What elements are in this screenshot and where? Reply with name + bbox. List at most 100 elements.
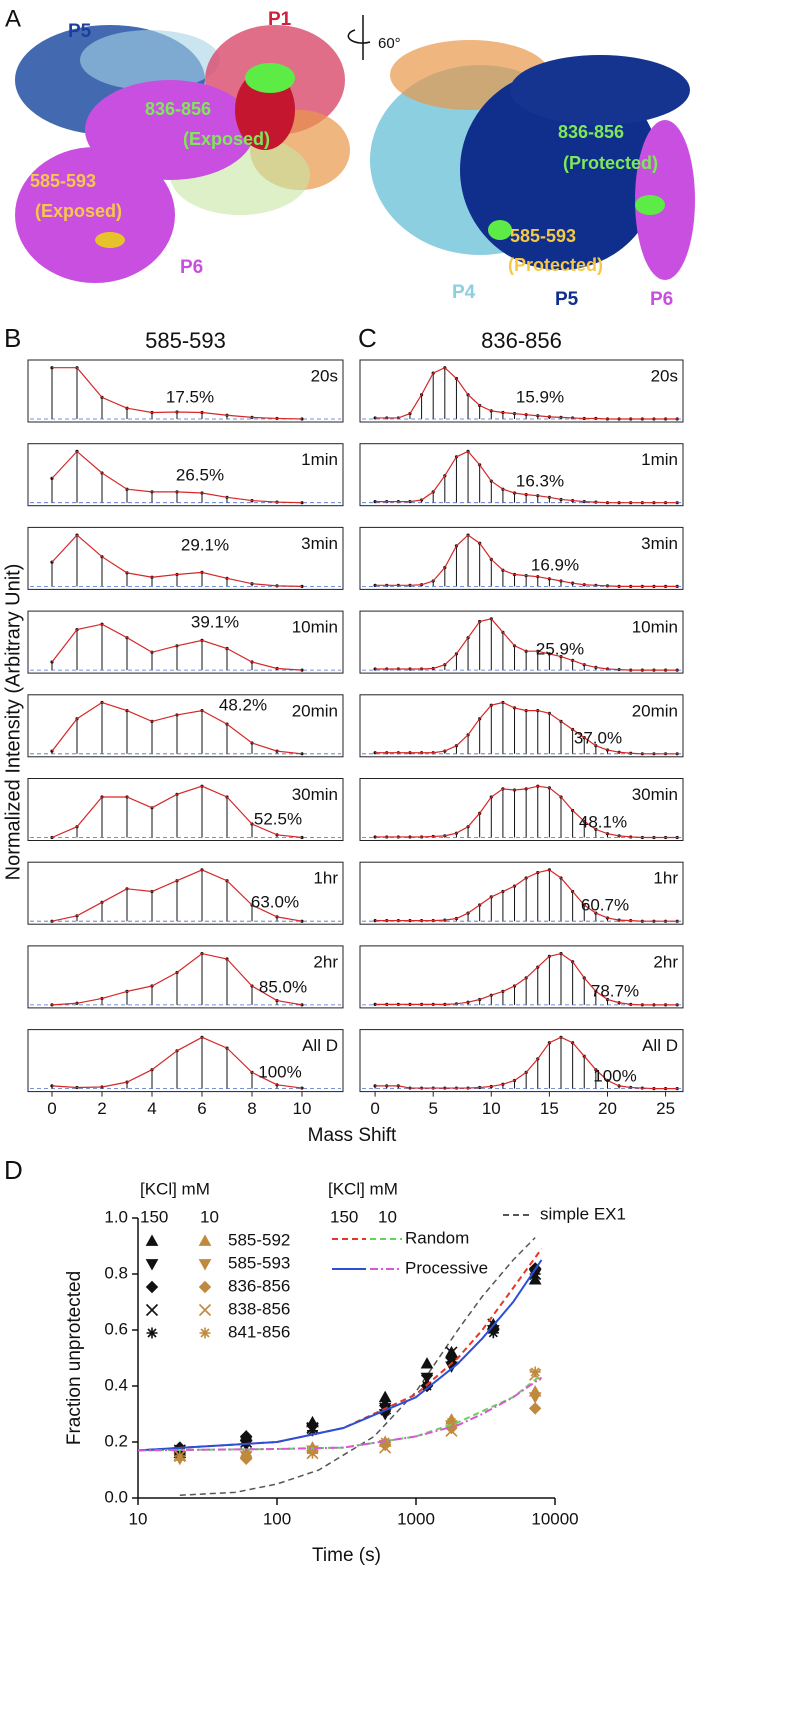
legend-marker [198, 1259, 212, 1271]
spectrum-frame [27, 359, 344, 423]
spectrum-frame [359, 526, 684, 590]
time-label: 1hr [313, 869, 338, 888]
legend-label: 836-856 [228, 1276, 290, 1295]
percent-label: 100% [258, 1062, 301, 1081]
spectrum-frame [27, 778, 344, 841]
point [528, 1402, 542, 1415]
spectrum-frame [27, 945, 344, 1009]
point [306, 1425, 318, 1437]
model-curve [137, 1376, 543, 1452]
panel-title: 585-593 [145, 328, 226, 353]
x-tick-label: 10 [293, 1099, 312, 1118]
rotation-label: 60° [378, 35, 401, 52]
percent-label: 29.1% [181, 535, 229, 554]
percent-label: 60.7% [581, 895, 629, 914]
percent-label: 52.5% [254, 809, 302, 828]
point [420, 1374, 434, 1387]
fit-curve [51, 869, 303, 922]
time-label: 20min [292, 701, 338, 720]
y-tick-label: 0.4 [104, 1375, 128, 1394]
x-tick-label: 1000 [397, 1509, 435, 1528]
legend-marker [145, 1234, 159, 1246]
spectrum-frame [359, 861, 684, 925]
fit-curve [51, 701, 303, 755]
legend-label: 838-856 [228, 1299, 290, 1318]
legend-marker [198, 1303, 212, 1317]
percent-label: 37.0% [574, 728, 622, 747]
peptide-state: (Exposed) [183, 129, 270, 149]
y-tick-label: 0.0 [104, 1487, 128, 1506]
spectrum-frame [27, 1029, 344, 1093]
peptide-state: (Protected) [508, 255, 603, 275]
x-tick-label: 0 [370, 1099, 379, 1118]
fit-curve [52, 367, 303, 420]
legend-marker [198, 1280, 212, 1294]
time-label: 30min [292, 785, 338, 804]
model-curve [137, 1374, 543, 1452]
legend-marker [145, 1280, 159, 1294]
x-tick-label: 4 [147, 1099, 156, 1118]
fit-curve [375, 534, 678, 588]
fit-curve [375, 785, 678, 839]
peptide-label: 585-593 [30, 171, 96, 191]
legend-marker [145, 1303, 159, 1317]
legend-column: 10 [378, 1207, 397, 1226]
peptide-state: (Protected) [563, 153, 658, 173]
panel-label: B [4, 323, 21, 353]
time-label: 2hr [313, 952, 338, 971]
point [240, 1433, 252, 1445]
x-tick-label: 6 [197, 1099, 206, 1118]
point [306, 1447, 318, 1459]
time-label: 1min [301, 450, 338, 469]
peptide-label: 836-856 [558, 122, 624, 142]
spectrum-frame [27, 694, 344, 758]
legend-label: 585-593 [228, 1253, 290, 1272]
protein-label: P5 [555, 289, 579, 310]
point [487, 1327, 499, 1339]
legend-marker [199, 1327, 211, 1339]
x-tick-label: 0 [47, 1099, 56, 1118]
percent-label: 100% [593, 1066, 636, 1085]
y-axis-label: Normalized Intensity (Arbitrary Unit) [2, 564, 24, 881]
spectrum-frame [27, 443, 344, 507]
spectrum-frame [359, 610, 684, 674]
time-label: 30min [632, 785, 678, 804]
point [528, 1392, 542, 1404]
x-axis-label: Time (s) [312, 1545, 381, 1566]
time-label: 1min [641, 450, 678, 469]
percent-label: 63.0% [251, 892, 299, 911]
y-axis-label: Fraction unprotected [64, 1271, 85, 1445]
fit-curve [375, 701, 678, 755]
fit-curve [375, 869, 678, 922]
stick-top [300, 919, 304, 923]
protein-label: P5 [68, 21, 92, 42]
percent-label: 85.0% [259, 977, 307, 996]
legend-label: 841-856 [228, 1322, 290, 1341]
time-label: 2hr [653, 952, 678, 971]
peptide-label: 585-593 [510, 226, 576, 246]
panel-label: D [4, 1155, 23, 1185]
peptide-state: (Exposed) [35, 201, 122, 221]
model-curve [137, 1259, 543, 1452]
percent-label: 26.5% [176, 465, 224, 484]
percent-label: 16.9% [531, 555, 579, 574]
x-axis-label: Mass Shift [308, 1125, 397, 1146]
fit-curve [375, 618, 678, 671]
spectrum-frame [27, 610, 344, 674]
fit-curve [51, 534, 303, 587]
protein-label: P4 [452, 282, 476, 303]
spectrum-frame [359, 778, 684, 841]
stick-top [300, 752, 304, 756]
legend-label: Random [405, 1228, 469, 1247]
panel-a-art [15, 15, 695, 283]
point [174, 1450, 186, 1462]
time-label: 20s [311, 366, 338, 385]
percent-label: 48.1% [579, 812, 627, 831]
model-curve [137, 1248, 543, 1452]
percent-label: 17.5% [166, 387, 214, 406]
fit-curve [51, 623, 303, 671]
percent-label: 15.9% [516, 387, 564, 406]
x-tick-label: 5 [428, 1099, 437, 1118]
legend-column: 10 [200, 1207, 219, 1226]
